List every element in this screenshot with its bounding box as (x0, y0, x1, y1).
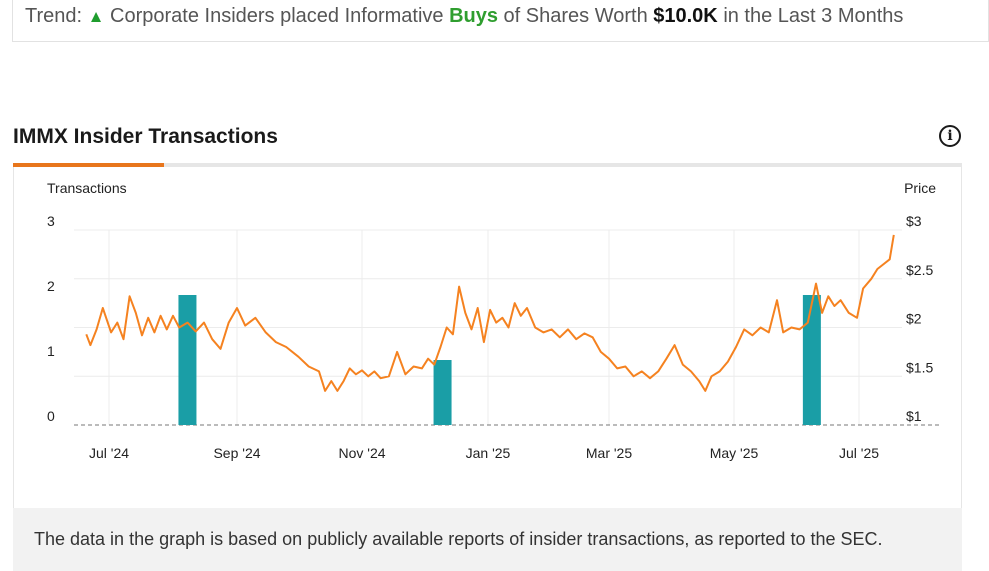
left-tick-label: 1 (47, 343, 55, 359)
left-tick-label: 2 (47, 278, 55, 294)
x-tick-label: Nov '24 (338, 445, 385, 461)
section-title: IMMX Insider Transactions (13, 125, 278, 148)
left-tick-label: 3 (47, 213, 55, 229)
x-tick-label: Jul '25 (839, 445, 879, 461)
left-tick-label: 0 (47, 408, 55, 424)
price-line-group (85, 234, 895, 392)
up-arrow-icon: ▲ (87, 7, 105, 26)
tab-bar (13, 163, 962, 167)
transaction-bars (178, 295, 821, 425)
x-tick-label: May '25 (710, 445, 759, 461)
transaction-bar[interactable] (433, 360, 452, 425)
trend-amount: $10.0K (653, 5, 718, 27)
tab-active-indicator[interactable] (13, 163, 164, 167)
trend-text-middle: of Shares Worth (503, 5, 648, 27)
x-tick-label: Mar '25 (586, 445, 632, 461)
trend-text: Trend: ▲ Corporate Insiders placed Infor… (25, 5, 903, 28)
trend-prefix: Trend: (25, 5, 83, 27)
right-tick-label: $1 (906, 408, 922, 424)
right-tick-label: $3 (906, 213, 922, 229)
right-tick-label: $1.5 (906, 359, 933, 375)
transaction-bar[interactable] (178, 295, 197, 425)
left-axis-title: Transactions (47, 180, 127, 196)
right-tick-label: $2 (906, 311, 922, 327)
trend-text-before: Corporate Insiders placed Informative (110, 5, 444, 27)
right-tick-label: $2.5 (906, 262, 933, 278)
info-icon[interactable]: i (939, 125, 961, 147)
x-tick-label: Jul '24 (89, 445, 129, 461)
footer-bar: The data in the graph is based on public… (13, 508, 962, 571)
trend-text-after: in the Last 3 Months (723, 5, 904, 27)
footer-text: The data in the graph is based on public… (34, 529, 883, 549)
chart-card (13, 167, 962, 571)
price-line[interactable] (85, 234, 895, 392)
trend-banner: Trend: ▲ Corporate Insiders placed Infor… (12, 0, 989, 42)
x-tick-label: Sep '24 (213, 445, 260, 461)
x-tick-label: Jan '25 (466, 445, 511, 461)
tick-labels: 0 1 2 3 $1 $1.5 $2 $2.5 $3 Jul '24 Sep '24 Nov '24 J… (47, 213, 933, 461)
trend-buys-word: Buys (449, 5, 498, 27)
transaction-bar[interactable] (802, 295, 821, 425)
right-axis-title: Price (904, 180, 936, 196)
insider-transactions-chart: Transactions Price 0 1 2 3 $1 $1.5 $2 $2.5 $3 Jul… (47, 180, 942, 461)
